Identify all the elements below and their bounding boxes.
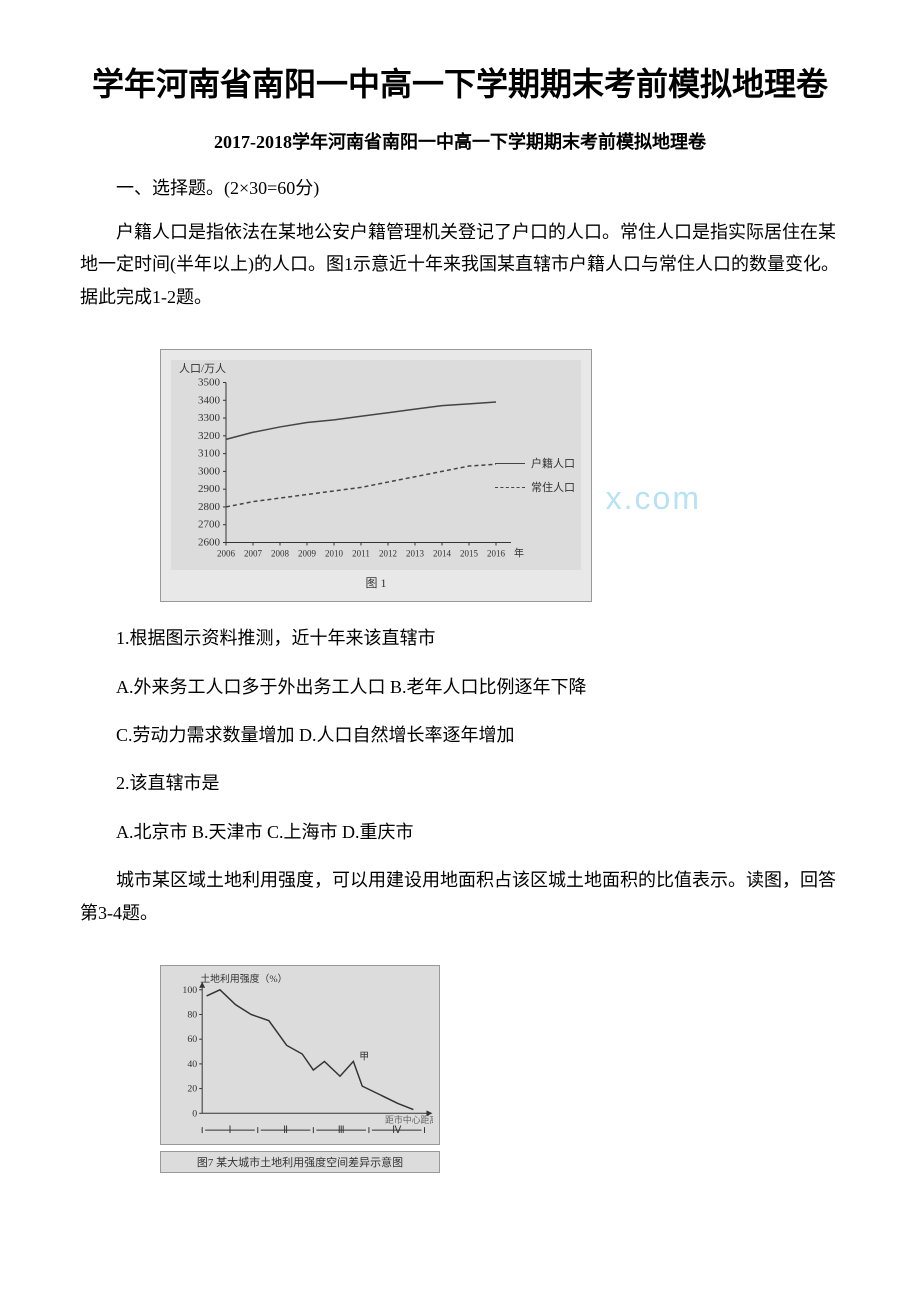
intro-paragraph-2: 城市某区域土地利用强度，可以用建设用地面积占该区城土地面积的比值表示。读图，回答… — [80, 864, 840, 929]
svg-text:2014: 2014 — [433, 549, 452, 559]
svg-text:Ⅳ: Ⅳ — [392, 1125, 402, 1136]
svg-text:2011: 2011 — [352, 549, 370, 559]
svg-text:2900: 2900 — [198, 483, 221, 495]
svg-text:60: 60 — [187, 1034, 197, 1045]
svg-text:土地利用强度（%）: 土地利用强度（%） — [200, 972, 287, 985]
svg-text:2016: 2016 — [487, 549, 506, 559]
svg-text:3500: 3500 — [198, 377, 221, 389]
legend-line-solid — [495, 463, 525, 464]
svg-text:2013: 2013 — [406, 549, 425, 559]
legend-label-changzhu: 常住人口 — [531, 479, 575, 495]
chart2-svg: 土地利用强度（%） 0 20 40 60 80 100 距市中心距离 Ⅰ Ⅱ Ⅲ Ⅳ 甲 — [167, 972, 433, 1138]
svg-text:2007: 2007 — [244, 549, 263, 559]
legend-huji: 户籍人口 — [495, 455, 575, 471]
svg-text:40: 40 — [187, 1059, 197, 1070]
legend-changzhu: 常住人口 — [495, 479, 575, 495]
svg-text:2008: 2008 — [271, 549, 290, 559]
svg-text:3100: 3100 — [198, 448, 221, 460]
legend-label-huji: 户籍人口 — [531, 455, 575, 471]
svg-text:2700: 2700 — [198, 519, 221, 531]
chart2-caption: 图7 某大城市土地利用强度空间差异示意图 — [160, 1151, 440, 1173]
svg-text:距市中心距离: 距市中心距离 — [385, 1114, 433, 1125]
svg-text:Ⅲ: Ⅲ — [338, 1125, 345, 1136]
svg-text:2600: 2600 — [198, 537, 221, 549]
chart1-container: 人口/万人 2600 2700 2800 2900 3000 3100 3200 3300 34… — [160, 349, 592, 602]
svg-text:3400: 3400 — [198, 394, 221, 406]
question-1: 1.根据图示资料推测，近十年来该直辖市 — [80, 622, 840, 654]
section-heading: 一、选择题。(2×30=60分) — [80, 174, 840, 200]
svg-text:100: 100 — [182, 985, 197, 996]
document-subtitle: 2017-2018学年河南省南阳一中高一下学期期末考前模拟地理卷 — [80, 128, 840, 154]
svg-text:20: 20 — [187, 1083, 197, 1094]
watermark: x.com — [606, 480, 701, 517]
svg-text:3000: 3000 — [198, 466, 221, 478]
svg-text:2800: 2800 — [198, 501, 221, 513]
svg-text:Ⅱ: Ⅱ — [283, 1125, 288, 1136]
question-2-options: A.北京市 B.天津市 C.上海市 D.重庆市 — [80, 816, 840, 848]
svg-text:2010: 2010 — [325, 549, 344, 559]
svg-text:3300: 3300 — [198, 412, 221, 424]
svg-text:2015: 2015 — [460, 549, 479, 559]
legend-line-dashed — [495, 487, 525, 488]
question-1-options-a: A.外来务工人口多于外出务工人口 B.老年人口比例逐年下降 — [80, 671, 840, 703]
question-1-options-b: C.劳动力需求数量增加 D.人口自然增长率逐年增加 — [80, 719, 840, 751]
svg-text:甲: 甲 — [359, 1051, 369, 1062]
svg-text:2009: 2009 — [298, 549, 317, 559]
intro-paragraph-1: 户籍人口是指依法在某地公安户籍管理机关登记了户口的人口。常住人口是指实际居住在某… — [80, 216, 840, 313]
chart1-caption: 图 1 — [171, 574, 581, 591]
svg-text:年: 年 — [514, 547, 524, 560]
svg-text:3200: 3200 — [198, 430, 221, 442]
chart1: 人口/万人 2600 2700 2800 2900 3000 3100 3200 3300 34… — [171, 360, 581, 570]
chart1-legend: 户籍人口 常住人口 — [495, 455, 575, 503]
chart2: 土地利用强度（%） 0 20 40 60 80 100 距市中心距离 Ⅰ Ⅱ Ⅲ Ⅳ 甲 — [160, 965, 440, 1145]
svg-text:80: 80 — [187, 1009, 197, 1020]
question-2: 2.该直辖市是 — [80, 767, 840, 799]
document-title: 学年河南省南阳一中高一下学期期末考前模拟地理卷 — [80, 60, 840, 108]
svg-text:2006: 2006 — [217, 549, 236, 559]
svg-text:2012: 2012 — [379, 549, 397, 559]
svg-text:Ⅰ: Ⅰ — [229, 1125, 232, 1136]
svg-text:0: 0 — [192, 1108, 197, 1119]
chart2-container: 土地利用强度（%） 0 20 40 60 80 100 距市中心距离 Ⅰ Ⅱ Ⅲ Ⅳ 甲 图7 某大城市… — [160, 965, 440, 1173]
chart1-ylabel: 人口/万人 — [179, 360, 226, 376]
